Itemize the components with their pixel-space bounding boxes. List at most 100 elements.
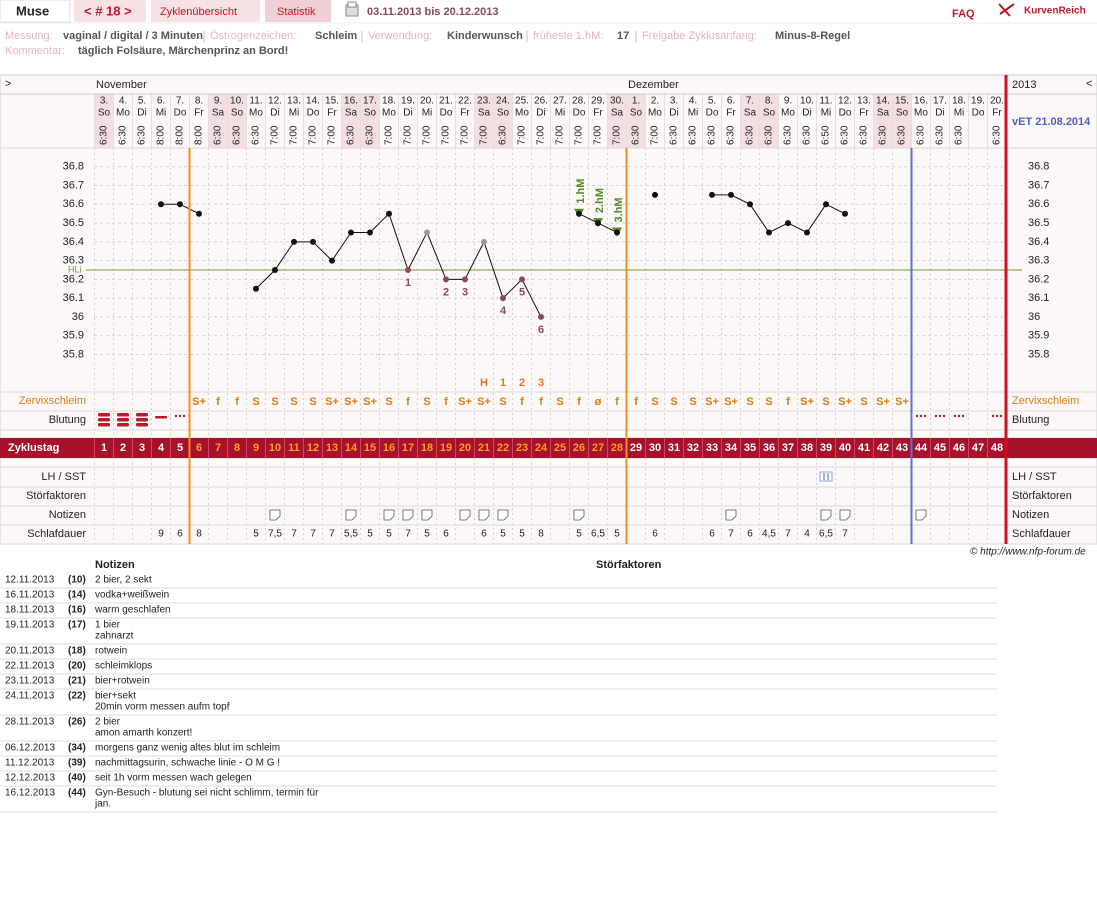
bleeding-heavy bbox=[117, 423, 129, 427]
y-tick-label: 36.7 bbox=[63, 179, 84, 191]
cycle-nav-tab[interactable] bbox=[74, 0, 146, 22]
weekday-label: Mo bbox=[781, 108, 795, 119]
cycle-nav[interactable]: < # 18 > bbox=[84, 3, 132, 18]
y-tick-label: 35.9 bbox=[1028, 330, 1049, 342]
weekday-label: Mo bbox=[116, 108, 130, 119]
cover-line-label: HLi bbox=[68, 264, 82, 274]
low-label: 2 bbox=[443, 286, 449, 298]
date-label: 27. bbox=[553, 96, 567, 107]
cycle-day: 12 bbox=[307, 442, 319, 454]
faq-link[interactable]: FAQ bbox=[952, 8, 975, 20]
row-label: LH / SST bbox=[1012, 471, 1057, 483]
comment-label: Kommentar: bbox=[5, 45, 65, 57]
date-label: 25. bbox=[515, 96, 529, 107]
user-tab[interactable] bbox=[0, 0, 71, 23]
nav-prev[interactable]: > bbox=[5, 78, 11, 90]
print-icon[interactable] bbox=[345, 1, 359, 17]
weekday-label: Sa bbox=[212, 108, 225, 119]
nav-next[interactable]: < bbox=[1086, 78, 1092, 90]
note-day: (34) bbox=[68, 743, 86, 754]
weekday-label: Fr bbox=[726, 108, 736, 119]
note-icon bbox=[478, 509, 490, 521]
brand-name[interactable]: KurvenReich bbox=[1024, 6, 1086, 17]
temperature-point bbox=[405, 267, 411, 273]
low-label: 6 bbox=[538, 324, 544, 336]
info-value: Kinderwunsch bbox=[447, 30, 523, 42]
note-text: warm geschlafen bbox=[94, 605, 171, 616]
date-label: 13. bbox=[287, 96, 301, 107]
weekday-label: Fr bbox=[194, 108, 204, 119]
date-label: 21. bbox=[439, 96, 453, 107]
y-tick-label: 36.4 bbox=[1028, 236, 1049, 248]
date-label: 18. bbox=[952, 96, 966, 107]
row-label: Zervixschleim bbox=[1012, 395, 1079, 407]
bleeding-spotting bbox=[957, 414, 961, 418]
date-label: 14. bbox=[876, 96, 890, 107]
cervix-symbol: S bbox=[651, 396, 658, 408]
time-label: 6:30 bbox=[878, 125, 889, 145]
date-label: 5. bbox=[138, 96, 146, 107]
date-label: 26. bbox=[534, 96, 548, 107]
note-date: 16.11.2013 bbox=[5, 590, 55, 601]
sleep-value: 6 bbox=[443, 529, 449, 540]
note-day: (14) bbox=[68, 590, 86, 601]
cycle-day: 19 bbox=[440, 442, 452, 454]
cycle-day: 37 bbox=[782, 442, 794, 454]
note-icon bbox=[725, 509, 737, 521]
cervix-symbol: ø bbox=[595, 396, 602, 408]
temperature-point bbox=[500, 295, 506, 302]
time-label: 6:30 bbox=[840, 125, 851, 145]
note-text: schleimklops bbox=[95, 661, 152, 672]
tab-label[interactable]: Statistik bbox=[277, 6, 316, 18]
time-label: 7:00 bbox=[555, 125, 566, 145]
date-label: 9. bbox=[214, 96, 222, 107]
time-label: 7:00 bbox=[327, 125, 338, 145]
weekday-label: Fr bbox=[992, 108, 1002, 119]
cycle-day: 2 bbox=[120, 442, 126, 454]
bleeding-spotting bbox=[182, 414, 186, 418]
tab-overview[interactable] bbox=[151, 0, 260, 22]
bleeding-heavy bbox=[136, 418, 148, 422]
bleeding-spotting bbox=[961, 414, 965, 418]
time-label: 6:30 bbox=[859, 125, 870, 145]
weekday-label: So bbox=[763, 108, 776, 119]
cycle-day: 34 bbox=[725, 442, 738, 454]
note-icon bbox=[915, 509, 927, 521]
time-label: 6:30 bbox=[707, 125, 718, 145]
tab-label[interactable]: Zyklenübersicht bbox=[160, 6, 237, 18]
sleep-value: 6 bbox=[177, 529, 183, 540]
cervix-symbol: S+ bbox=[705, 396, 719, 408]
note-text: bier+sekt bbox=[95, 691, 136, 702]
time-label: 6:30 bbox=[213, 125, 224, 145]
note-day: (18) bbox=[68, 646, 86, 657]
note-icon bbox=[820, 509, 832, 521]
brand-logo bbox=[998, 3, 1015, 17]
y-tick-label: 36.2 bbox=[1028, 273, 1049, 285]
weekday-label: Mi bbox=[422, 108, 433, 119]
weekday-label: Mi bbox=[954, 108, 965, 119]
note-text: 1 bier bbox=[95, 620, 121, 631]
time-label: 6:50 bbox=[821, 125, 832, 145]
sleep-value: 6,5 bbox=[591, 529, 605, 540]
tab-statistics[interactable] bbox=[265, 0, 331, 22]
note-text: 20min vorm messen aufm topf bbox=[95, 702, 230, 713]
time-label: 7:00 bbox=[479, 125, 490, 145]
sleep-value: 5,5 bbox=[344, 529, 358, 540]
lh-test-lines bbox=[823, 473, 829, 480]
note-date: 24.11.2013 bbox=[5, 691, 55, 702]
cycle-day: 42 bbox=[877, 442, 889, 454]
time-label: 7:00 bbox=[403, 125, 414, 145]
weekday-label: Mo bbox=[382, 108, 396, 119]
cervix-symbol: S bbox=[860, 396, 867, 408]
note-date: 12.12.2013 bbox=[5, 773, 55, 784]
low-label: 1 bbox=[405, 277, 411, 289]
user-name: Muse bbox=[16, 3, 49, 18]
time-label: 6:30 bbox=[688, 125, 699, 145]
cervix-symbol: f bbox=[444, 396, 448, 408]
bleeding-spotting bbox=[934, 414, 938, 418]
time-label: 6:30 bbox=[346, 125, 357, 145]
cycle-day: 13 bbox=[326, 442, 338, 454]
cervix-symbol: f bbox=[577, 396, 581, 408]
time-label: 7:00 bbox=[308, 125, 319, 145]
date-label: 6. bbox=[727, 96, 735, 107]
